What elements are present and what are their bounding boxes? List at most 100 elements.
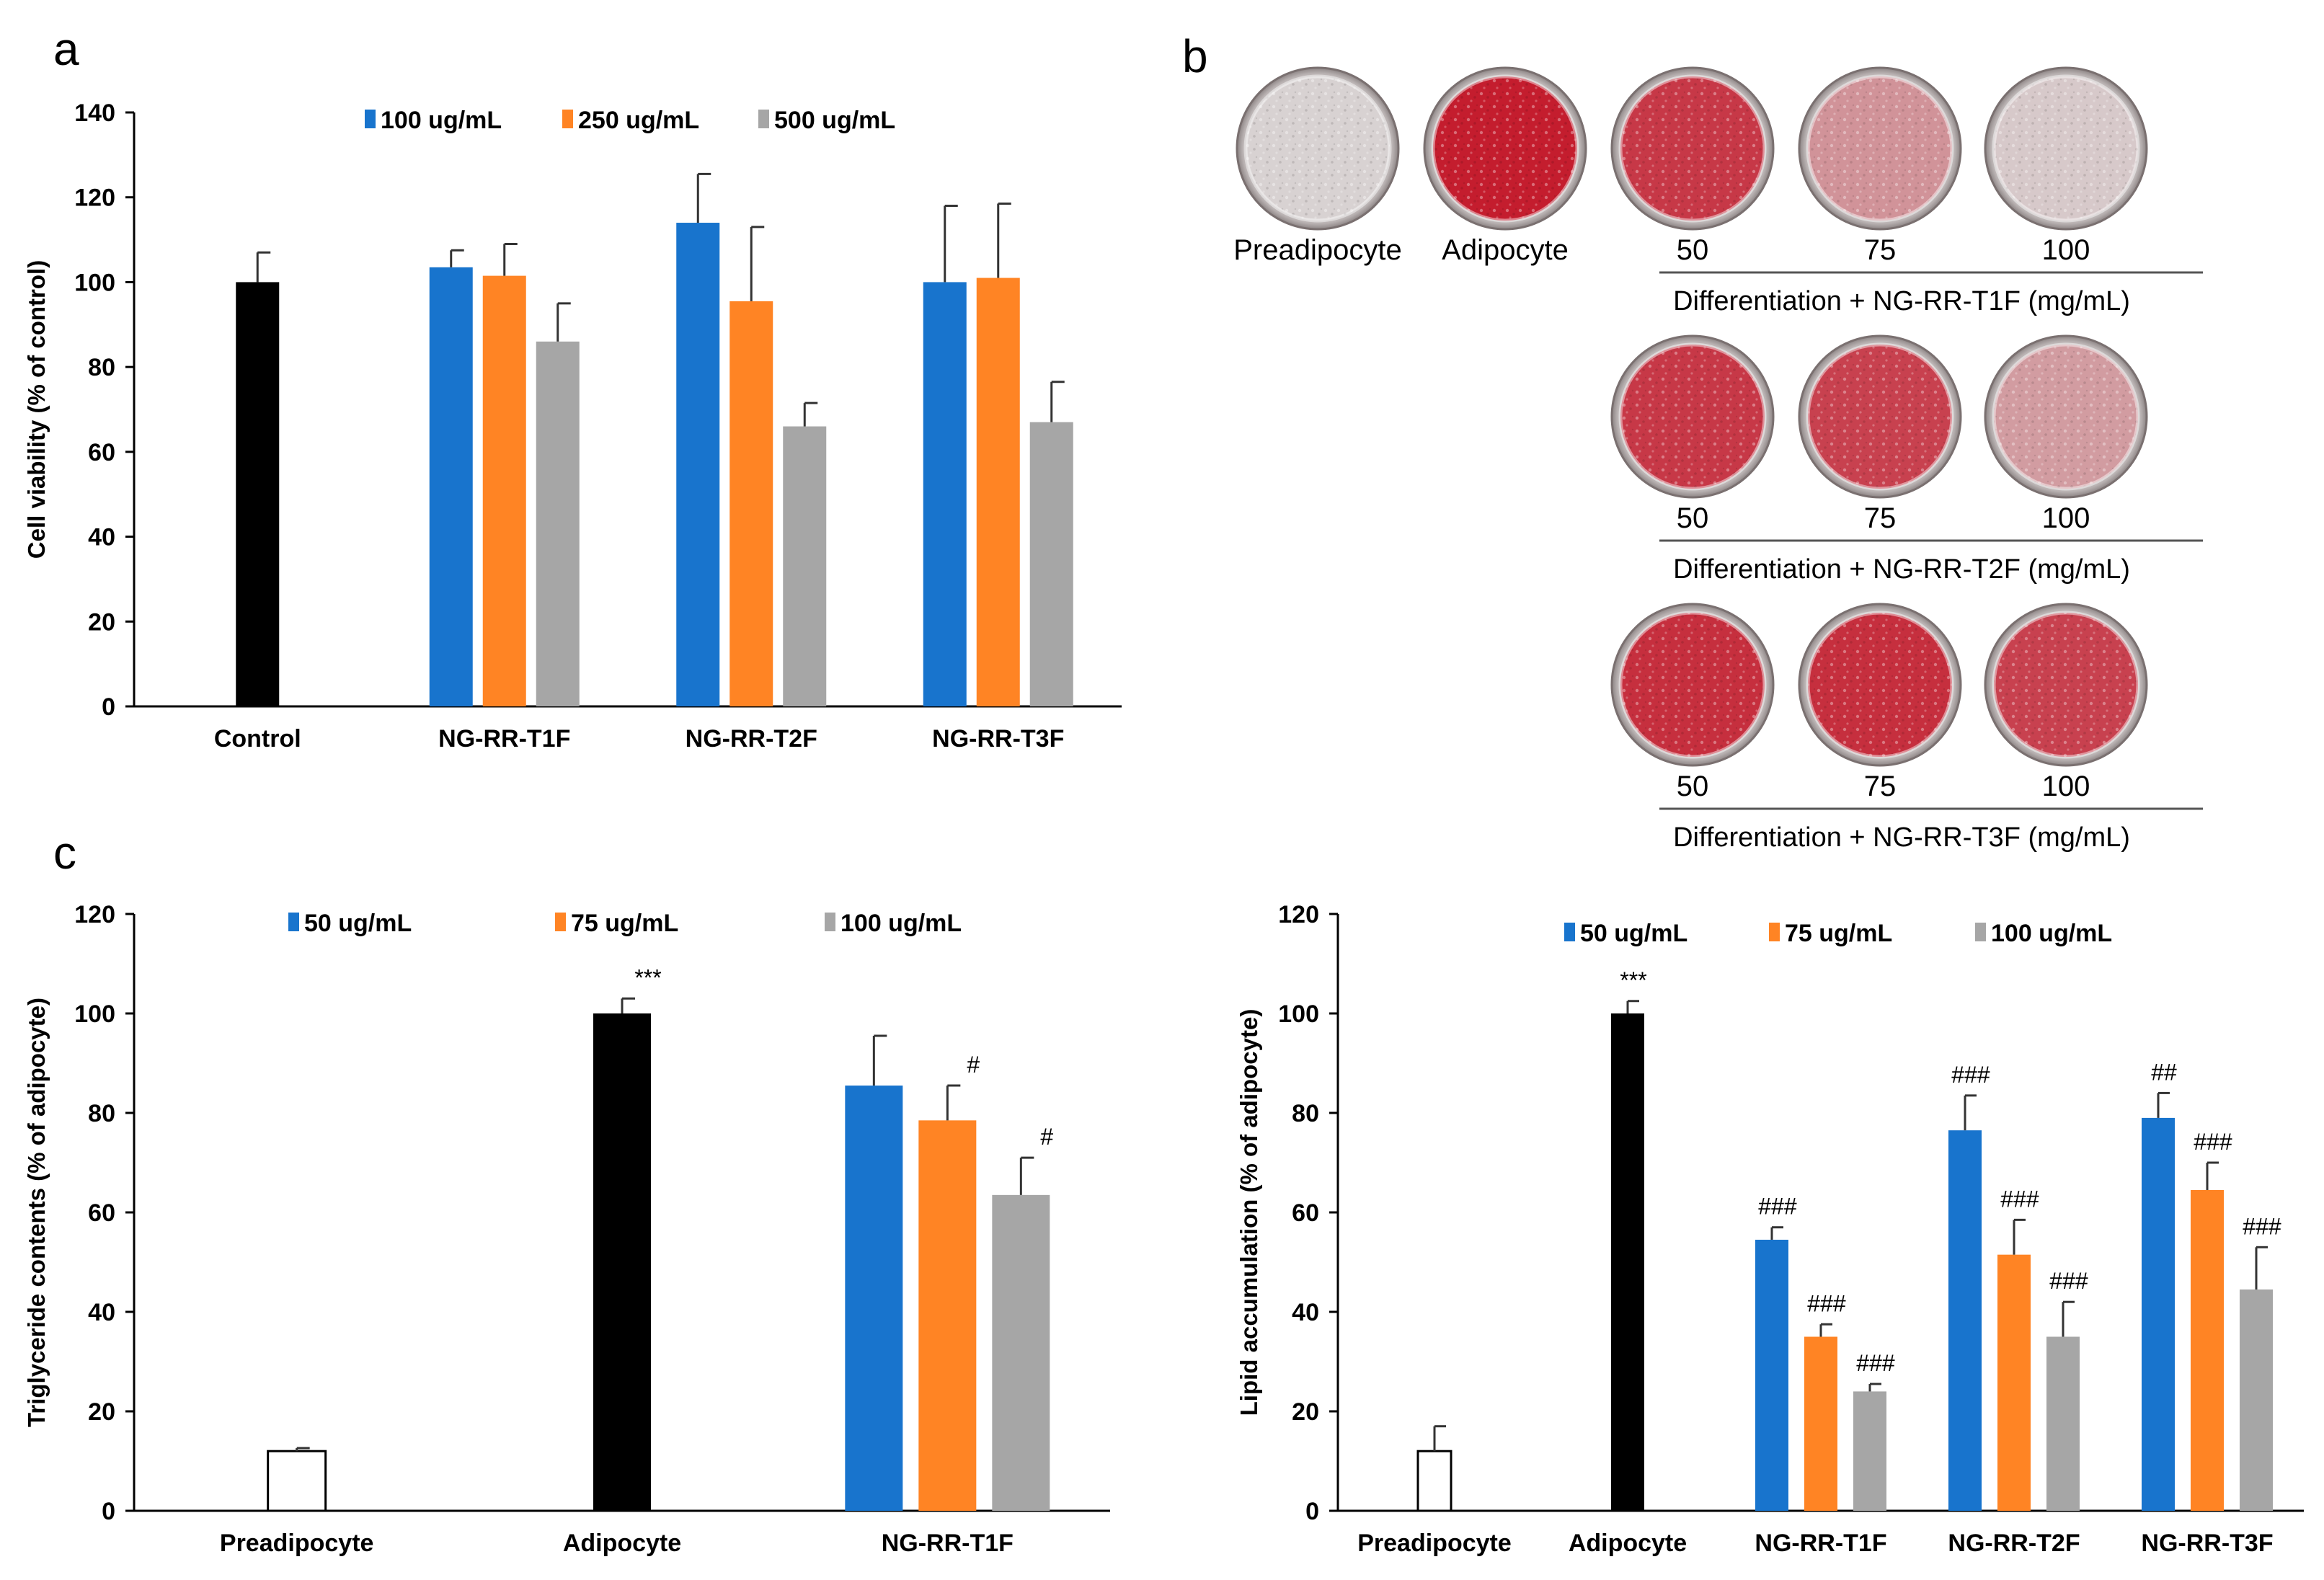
significance-mark: #	[967, 1052, 980, 1078]
bar-ng-rr-t1f-100-ug-ml	[1853, 1391, 1886, 1511]
category-label: Adipocyte	[563, 1530, 681, 1557]
dish-row2-dose-50	[1610, 334, 1775, 499]
dish-row2-dose-100	[1984, 334, 2148, 499]
legend-swatch	[365, 110, 376, 128]
panel-letter-b: b	[1182, 30, 1208, 82]
dose-label: 100	[2042, 771, 2090, 802]
legend-swatch	[758, 110, 769, 128]
dish-inner-rim	[1618, 74, 1767, 223]
bar-adipocyte-single	[1611, 1013, 1644, 1511]
legend-label: 100 ug/mL	[1991, 920, 2112, 947]
category-label: NG-RR-T1F	[882, 1530, 1014, 1557]
category-label: Preadipocyte	[1357, 1530, 1512, 1557]
dish-label-preadipocyte: Preadipocyte	[1233, 234, 1401, 266]
bar-ng-rr-t3f-100-ug-ml	[923, 282, 967, 706]
significance-mark: #	[1040, 1124, 1053, 1150]
bar-ng-rr-t1f-50-ug-ml	[845, 1086, 903, 1511]
row-caption: Differentiation + NG-RR-T3F (mg/mL)	[1673, 822, 2130, 853]
legend-swatch	[1769, 923, 1780, 941]
dish-inner-rim	[1618, 611, 1767, 759]
y-tick-label: 0	[102, 1498, 115, 1525]
bar-ng-rr-t1f-250-ug-ml	[482, 275, 526, 707]
y-tick-label: 120	[74, 185, 115, 212]
dish-inner-rim	[1431, 74, 1579, 223]
legend-swatch	[288, 913, 299, 931]
significance-mark: ###	[2243, 1213, 2281, 1239]
row-caption: Differentiation + NG-RR-T1F (mg/mL)	[1673, 286, 2130, 316]
category-label: NG-RR-T3F	[2141, 1530, 2273, 1557]
chart-c-lipid-accumulation: 0 20 40 60 80 100 120 Lipid accumulation (% of …	[1236, 901, 2304, 1557]
y-tick-label: 100	[1278, 1000, 1319, 1028]
bar-adipocyte-single	[593, 1013, 651, 1511]
dish-row3-dose-75	[1798, 603, 1962, 767]
bar-control-single	[236, 282, 280, 706]
category-label: NG-RR-T1F	[438, 725, 570, 753]
bar-ng-rr-t3f-250-ug-ml	[976, 278, 1020, 706]
legend-label: 75 ug/mL	[571, 910, 678, 937]
legend-label: 50 ug/mL	[1580, 920, 1687, 947]
legend-swatch	[1564, 923, 1575, 941]
dish-inner-rim	[1992, 342, 2140, 491]
y-tick-label: 60	[1292, 1199, 1319, 1227]
legend-label: 100 ug/mL	[841, 910, 962, 937]
bar-preadipocyte-single	[267, 1450, 327, 1512]
category-label: NG-RR-T2F	[686, 725, 817, 753]
bar-ng-rr-t3f-75-ug-ml	[2191, 1189, 2224, 1511]
dose-label: 75	[1864, 234, 1897, 266]
y-tick-label: 100	[74, 1000, 115, 1028]
y-tick-label: 40	[88, 524, 115, 551]
dish-inner-rim	[1806, 74, 1954, 223]
significance-mark: ###	[2194, 1129, 2232, 1155]
legend-label: 50 ug/mL	[304, 910, 412, 937]
dish-texture	[1620, 345, 1765, 489]
legend-swatch	[555, 913, 566, 931]
y-tick-label: 20	[88, 608, 115, 636]
panel-b-staining-images: Preadipocyte Adipocyte 50 75 100 Differentiat…	[1233, 66, 2203, 853]
dose-label: 50	[1677, 771, 1709, 802]
dose-label: 50	[1677, 502, 1709, 534]
y-tick-label: 120	[74, 901, 115, 928]
significance-mark: ###	[2000, 1186, 2039, 1212]
dish-row1-dose-50	[1610, 66, 1775, 231]
y-tick-label: 40	[1292, 1299, 1319, 1326]
bar-ng-rr-t3f-100-ug-ml	[2240, 1289, 2273, 1511]
category-label: NG-RR-T2F	[1948, 1530, 2080, 1557]
y-axis-label: Lipid accumulation (% of adipocyte)	[1236, 1009, 1262, 1416]
y-tick-label: 80	[1292, 1100, 1319, 1127]
dose-label: 50	[1677, 234, 1709, 266]
legend-label: 100 ug/mL	[381, 107, 502, 134]
dish-texture	[1433, 76, 1577, 221]
y-axis-label: Triglyceride contents (% of adipocyte)	[23, 998, 50, 1427]
chart-a-cell-viability: 0 20 40 60 80 100 120 140 Cell viability (% of c…	[23, 99, 1122, 753]
panel-letter-c: c	[53, 827, 76, 879]
dish-texture	[1246, 76, 1390, 221]
dose-label: 100	[2042, 234, 2090, 266]
bar-ng-rr-t2f-75-ug-ml	[1997, 1254, 2031, 1511]
bar-ng-rr-t1f-100-ug-ml	[992, 1194, 1050, 1511]
significance-mark: ##	[2151, 1059, 2177, 1085]
category-label: Preadipocyte	[220, 1530, 374, 1557]
y-axis-label: Cell viability (% of control)	[23, 260, 50, 559]
dish-inner-rim	[1243, 74, 1392, 223]
y-tick-label: 80	[88, 1100, 115, 1127]
bar-ng-rr-t3f-50-ug-ml	[2142, 1117, 2175, 1511]
dish-preadipocyte	[1236, 66, 1400, 231]
dish-texture	[1620, 76, 1765, 221]
dish-row1-dose-100	[1984, 66, 2148, 231]
bar-preadipocyte-single	[1416, 1450, 1452, 1512]
category-label: Control	[214, 725, 301, 753]
significance-mark: ***	[634, 964, 661, 990]
legend-label: 75 ug/mL	[1785, 920, 1892, 947]
bar-ng-rr-t1f-100-ug-ml	[429, 267, 473, 706]
significance-mark: ###	[1951, 1062, 1990, 1088]
y-tick-label: 20	[1292, 1398, 1319, 1426]
legend-swatch	[825, 913, 835, 931]
dish-row3-dose-100	[1984, 603, 2148, 767]
dish-texture	[1994, 76, 2138, 221]
legend-label: 500 ug/mL	[774, 107, 895, 134]
significance-mark: ***	[1620, 967, 1646, 993]
bar-ng-rr-t1f-50-ug-ml	[1755, 1239, 1788, 1511]
y-tick-label: 80	[88, 354, 115, 381]
category-label: Adipocyte	[1569, 1530, 1687, 1557]
